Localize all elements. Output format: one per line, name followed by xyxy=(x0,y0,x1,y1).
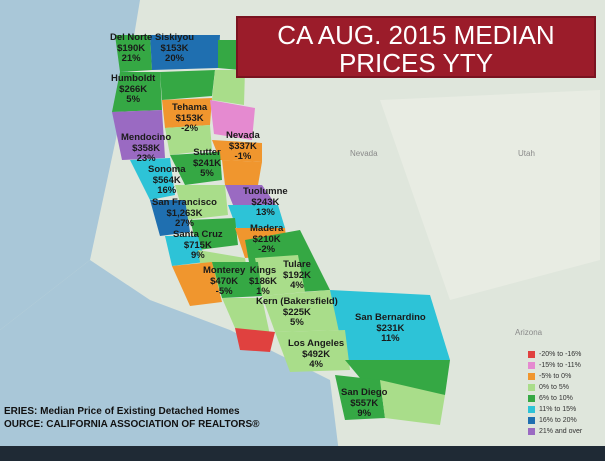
label-monterey: Monterey $470K -5% xyxy=(203,265,246,297)
map-title: CA AUG. 2015 MEDIAN PRICES YTY xyxy=(236,16,596,78)
county-glenn xyxy=(165,125,212,155)
legend-item: -20% to -16% xyxy=(528,349,582,360)
terrain-east xyxy=(380,90,600,300)
source-series: ERIES: Median Price of Existing Detached… xyxy=(4,406,240,417)
legend-item: 0% to 5% xyxy=(528,382,582,393)
county-santa-cruz xyxy=(165,236,205,266)
label-santa-cruz: Santa Cruz $715K 9% xyxy=(173,229,223,261)
county-san-luis-obispo xyxy=(222,298,270,335)
label-los-angeles: Los Angeles $492K 4% xyxy=(288,338,345,370)
label-madera: Madera $210K -2% xyxy=(250,223,284,255)
legend-swatch xyxy=(528,373,535,380)
label-kings: Kings $186K 1% xyxy=(249,265,277,297)
label-humboldt: Humboldt $266K 5% xyxy=(111,73,156,105)
county-humboldt xyxy=(112,72,162,112)
county-mendocino xyxy=(112,110,165,160)
county-shasta xyxy=(160,70,215,100)
label-san-francisco: San Francisco $1,263K 27% xyxy=(152,197,217,229)
legend-item: -5% to 0% xyxy=(528,371,582,382)
county-sutter xyxy=(170,152,222,185)
label-mendocino: Mendocino $358K 23% xyxy=(121,132,172,164)
county-plumas xyxy=(210,100,255,140)
title-line-1: CA AUG. 2015 MEDIAN xyxy=(277,20,555,50)
label-siskiyou: Siskiyou $153K 20% xyxy=(155,32,195,64)
county-san-bernardino xyxy=(330,290,450,360)
county-tuolumne xyxy=(228,205,285,232)
label-nevada-county: Nevada $337K -1% xyxy=(226,130,260,162)
legend-swatch xyxy=(528,384,535,391)
title-line-2: PRICES YTY xyxy=(338,48,494,78)
county-santa-barbara xyxy=(235,328,275,352)
county-lassen xyxy=(212,70,245,105)
county-shapes xyxy=(112,35,450,425)
legend-item: 11% to 15% xyxy=(528,404,582,415)
county-nevada xyxy=(212,140,262,162)
label-tuolumne: Tuolumne $243K 13% xyxy=(243,186,288,218)
legend-swatch xyxy=(528,351,535,358)
bottom-bar xyxy=(0,446,605,461)
state-label-utah: Utah xyxy=(518,149,535,158)
county-stanislaus xyxy=(190,218,238,250)
legend-swatch xyxy=(528,417,535,424)
legend-swatch xyxy=(528,406,535,413)
state-label-nevada: Nevada xyxy=(350,149,378,158)
county-imperial xyxy=(380,380,445,425)
label-san-bernardino: San Bernardino $231K 11% xyxy=(355,312,426,344)
legend-item: 6% to 10% xyxy=(528,393,582,404)
label-tulare: Tulare $192K 4% xyxy=(283,259,311,291)
county-modoc xyxy=(218,40,240,70)
label-kern: Kern (Bakersfield) $225K 5% xyxy=(256,296,338,328)
county-sacramento xyxy=(175,185,228,220)
source-credit: OURCE: CALIFORNIA ASSOCIATION OF REALTOR… xyxy=(4,419,260,430)
county-tehama xyxy=(162,98,212,128)
county-kings xyxy=(212,262,262,298)
label-tehama: Tehama $153K -2% xyxy=(172,102,208,134)
legend-item: -15% to -11% xyxy=(528,360,582,371)
county-los-angeles xyxy=(275,330,350,372)
label-sutter: Sutter $241K 5% xyxy=(193,147,221,179)
label-sonoma: Sonoma $564K 16% xyxy=(148,164,186,196)
county-alpine xyxy=(225,185,276,210)
ocean-south xyxy=(0,260,340,461)
county-placer xyxy=(222,160,262,185)
legend-item: 21% and over xyxy=(528,426,582,437)
county-san-francisco xyxy=(150,200,190,236)
county-kern xyxy=(262,290,345,332)
county-tulare xyxy=(255,255,305,296)
legend: -20% to -16% -15% to -11% -5% to 0% 0% t… xyxy=(528,349,582,437)
label-san-diego: San Diego $557K 9% xyxy=(341,387,388,419)
county-siskiyou xyxy=(150,35,220,70)
legend-item: 16% to 20% xyxy=(528,415,582,426)
source-note: ERIES: Median Price of Existing Detached… xyxy=(4,405,260,431)
county-monterey xyxy=(172,262,222,306)
state-label-arizona: Arizona xyxy=(515,328,543,337)
label-del-norte: Del Norte $190K 21% xyxy=(110,32,153,64)
county-sonoma xyxy=(130,158,175,200)
legend-swatch xyxy=(528,395,535,402)
county-del-norte xyxy=(115,35,152,72)
legend-swatch xyxy=(528,362,535,369)
county-san-diego xyxy=(335,375,385,420)
legend-swatch xyxy=(528,428,535,435)
ocean xyxy=(0,0,140,330)
